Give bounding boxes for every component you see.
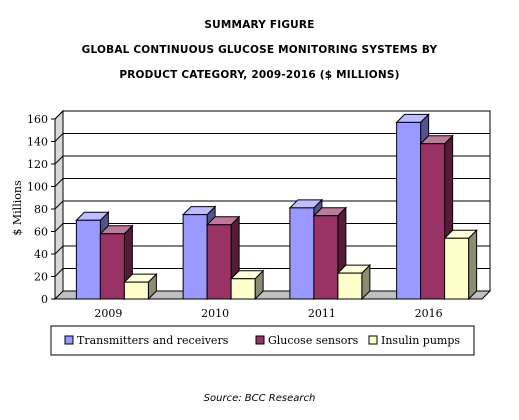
bar [313, 215, 339, 300]
gridline-side [54, 223, 64, 232]
x-tick-label: 2009 [94, 307, 122, 320]
gridline-side [54, 155, 64, 165]
bar [396, 121, 422, 300]
bar [182, 214, 208, 300]
gridline-side [54, 110, 64, 120]
y-tick-label: 160 [27, 113, 48, 126]
x-tick-label: 2011 [308, 307, 336, 320]
legend-swatch [368, 335, 378, 345]
legend-label: Glucose sensors [268, 334, 359, 347]
chart-title-line-2: GLOBAL CONTINUOUS GLUCOSE MONITORING SYS… [81, 44, 438, 56]
y-tick-label: 60 [34, 226, 48, 239]
legend-label: Transmitters and receivers [77, 334, 229, 347]
gridline-side [54, 133, 64, 142]
legend-label: Insulin pumps [381, 334, 460, 347]
bar [444, 237, 470, 300]
gridline-side [54, 268, 64, 277]
x-tick-label: 2010 [201, 307, 229, 320]
legend-swatch [255, 335, 265, 345]
bar-side [468, 229, 478, 301]
chart-title-line-1: SUMMARY FIGURE [204, 19, 315, 31]
gridline-side [54, 200, 64, 210]
bar [337, 272, 363, 300]
y-tick-label: 40 [34, 248, 48, 261]
bar [99, 233, 125, 300]
y-axis-label: $ Millions [11, 180, 24, 236]
y-tick-label: 100 [27, 181, 48, 194]
y-tick-label: 120 [27, 158, 48, 171]
bar [230, 278, 256, 300]
plot-area: 0 20 40 60 80 100 120 140 160 2009 2010 2011 2016 [27, 109, 492, 320]
legend: Transmitters and receivers Glucose sensor… [50, 325, 475, 356]
x-tick-label: 2016 [415, 307, 443, 320]
y-tick-label: 80 [34, 203, 48, 216]
gridline-side [54, 245, 64, 255]
y-tick-label: 0 [41, 293, 48, 306]
bar [289, 207, 315, 300]
legend-swatch [64, 335, 74, 345]
bar [75, 219, 101, 300]
gridline-side [54, 178, 64, 187]
bar [123, 281, 149, 300]
y-tick-label: 140 [27, 136, 48, 149]
bar [206, 224, 232, 300]
y-tick-label: 20 [34, 271, 48, 284]
chart-title-line-3: PRODUCT CATEGORY, 2009-2016 ($ MILLIONS) [119, 69, 400, 81]
source-note: Source: BCC Research [203, 393, 316, 404]
bar [420, 143, 446, 300]
